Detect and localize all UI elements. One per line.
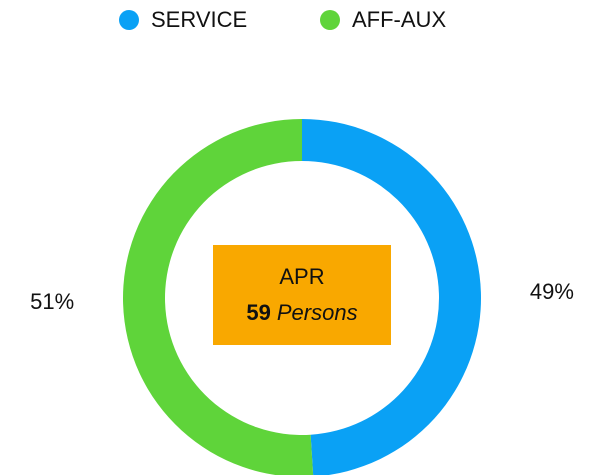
center-count: 59 [246,300,270,325]
center-text: 59 Persons [246,300,357,325]
center-box [213,245,391,345]
center-unit: Persons [277,300,358,325]
center-title: APR [279,264,324,289]
legend-label: SERVICE [151,7,247,32]
slice-label: 49% [530,279,574,304]
legend-label: AFF-AUX [352,7,446,32]
slice-label: 51% [30,289,74,314]
donut-slice [123,119,314,475]
legend-swatch [119,10,139,30]
donut-slice [302,119,481,475]
legend-swatch [320,10,340,30]
